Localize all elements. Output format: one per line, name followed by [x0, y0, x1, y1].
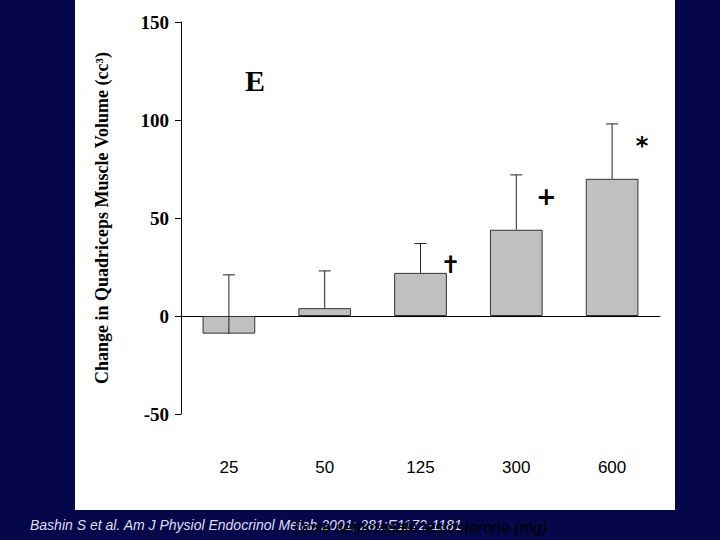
svg-text:Change in Quadriceps Muscle Vo: Change in Quadriceps Muscle Volume (cc³) [92, 52, 113, 384]
svg-text:+: + [536, 183, 556, 211]
svg-text:600: 600 [598, 458, 626, 477]
svg-text:50: 50 [150, 208, 169, 229]
svg-text:Dose settimanale testosterone: Dose settimanale testosterone (mg) [294, 519, 547, 536]
svg-text:Bashin S et al. Am J Physiol E: Bashin S et al. Am J Physiol Endocrinol … [30, 517, 462, 533]
svg-text:125: 125 [406, 458, 434, 477]
svg-text:E: E [245, 64, 265, 97]
svg-text:100: 100 [141, 110, 170, 131]
svg-text:-50: -50 [144, 404, 169, 425]
svg-text:25: 25 [219, 458, 238, 477]
svg-text:300: 300 [502, 458, 530, 477]
svg-text:50: 50 [315, 458, 334, 477]
svg-text:0: 0 [160, 306, 170, 327]
svg-text:*: * [636, 132, 649, 160]
svg-text:✝: ✝ [440, 251, 460, 279]
svg-text:150: 150 [141, 12, 170, 33]
